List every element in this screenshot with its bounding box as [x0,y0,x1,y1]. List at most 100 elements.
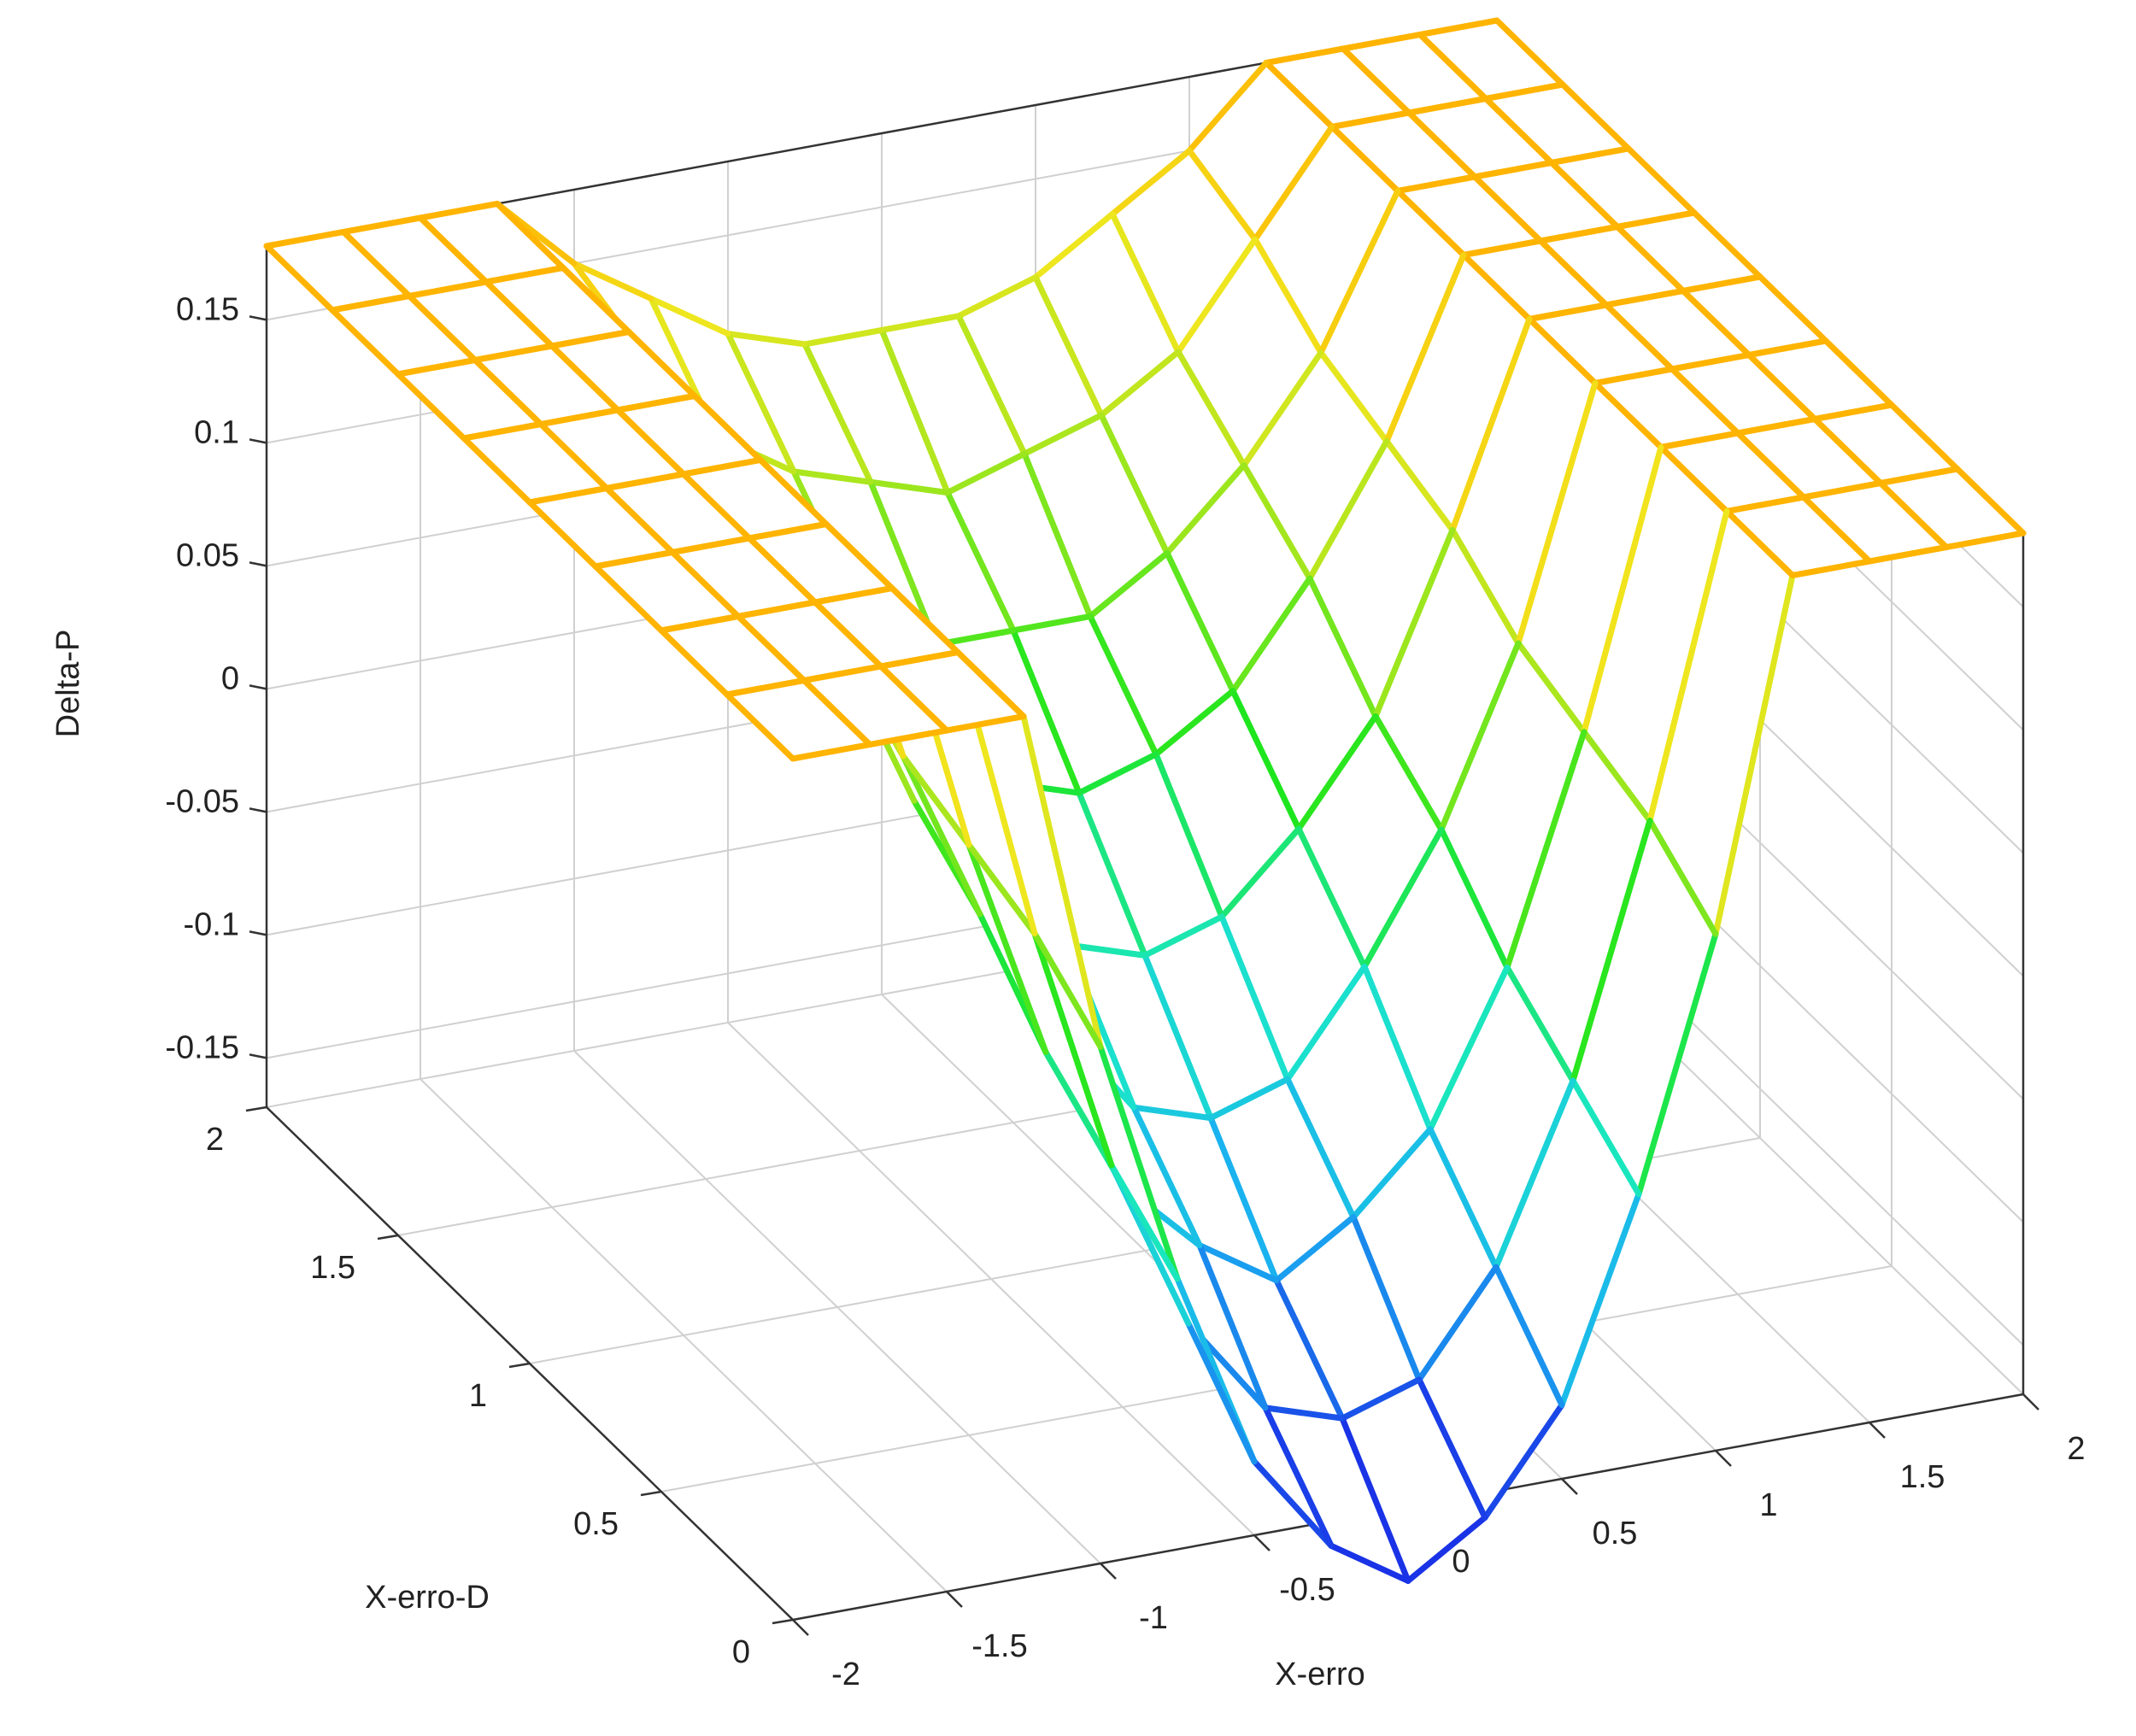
surface-face [1430,967,1573,1268]
mesh-edge [1241,349,1324,468]
mesh-edge [1405,1514,1488,1584]
y-tick-label: 2 [206,1122,224,1158]
mesh-edge [1031,930,1104,1050]
mesh-edge [658,627,731,698]
mesh-edge [1646,508,1730,824]
mesh-edge [1537,238,1610,308]
x-tick-label: 1.5 [1900,1459,1945,1495]
mesh-edge [1042,1049,1115,1169]
mesh-edge [1306,438,1390,582]
mesh-edge [1405,109,1478,180]
tick-mark [508,1362,531,1369]
mesh-edge [1262,1405,1335,1549]
mesh-edge [1734,430,1807,501]
mesh-edge [417,201,501,221]
mesh-edge [680,457,764,478]
surface-face [1265,1407,1408,1581]
mesh-edge [603,485,676,555]
mesh-edge [625,329,698,399]
tick-mark [249,315,267,321]
mesh-edge [1482,1402,1565,1521]
mesh-edge [1207,1076,1291,1122]
tick-mark [772,1618,794,1625]
mesh-edge [965,842,1038,937]
mesh-edge [1416,1376,1488,1521]
y-tick-label: 1.5 [310,1250,355,1286]
mesh-edge [1460,238,1544,258]
mesh-edge [1537,224,1621,244]
surface-face [1079,754,1222,956]
mesh-edge [1482,81,1566,102]
surface-face [332,296,475,374]
y-axis-label: X-erro-D [365,1580,490,1616]
mesh-edge [900,753,972,848]
mesh-edge [1383,438,1456,533]
mesh-edge [1943,530,2027,550]
mesh-edge [1329,109,1412,130]
mesh-edge [1493,17,1566,88]
surface-face [1441,643,1584,968]
mesh-edge [1625,145,1698,216]
surface-face [1452,319,1595,643]
mesh-edge [1471,160,1555,180]
mesh-edge [1734,416,1818,437]
mesh-edge [1076,751,1159,796]
mesh-edge [724,691,796,762]
mesh-edge [1218,913,1291,1082]
axis-labels: X-erro X-erro-D Delta-P [50,630,1365,1692]
mesh-edge [1515,380,1599,647]
mesh-edge [461,435,533,506]
mesh-edge [1328,1542,1411,1584]
mesh-edge [801,326,885,348]
mesh-edge [1592,366,1675,386]
surface-face [1529,305,1672,384]
mesh-edge [789,742,873,762]
mesh-edge [1789,558,1873,578]
mesh-edge [1141,952,1214,1122]
surface-face [420,203,563,282]
mesh-edge [746,535,819,606]
surface-face [1881,469,2023,548]
mesh-edge [1196,1242,1269,1411]
z-tick-label: -0.15 [165,1029,239,1065]
tick-mark [245,1106,267,1112]
mesh-edge [1361,826,1445,971]
mesh-edge [1558,1191,1642,1409]
surface-face [948,454,1090,630]
surface-face [661,616,804,695]
surface-face [343,218,486,296]
mesh-edge [526,485,610,506]
mesh-edge [395,371,467,442]
surface-face [1321,191,1464,442]
z-tick-label: 0.05 [176,537,239,573]
surface-face [1112,150,1255,352]
mesh-edge [340,229,413,299]
mesh-edge [1340,45,1412,116]
surface-face [1013,616,1156,794]
surface-face [728,333,871,483]
mesh-edge [1329,124,1401,194]
mesh-edge [1339,1415,1411,1584]
mesh-edge [1394,173,1478,194]
mesh-edge [483,265,566,285]
mesh-edge [1954,466,2027,537]
tick-mark [1561,1478,1578,1495]
mesh-edge [1218,825,1302,920]
surface-face [749,524,892,602]
mesh-edge [1592,380,1664,450]
mesh-edge [1010,613,1094,634]
mesh-edge [526,499,599,570]
mesh-edge [1888,402,1961,472]
surface-face [1518,383,1661,732]
mesh-edge [658,613,742,634]
mesh-edge [878,313,962,333]
mesh-edge [1866,544,1950,565]
surface-face [1387,255,1529,531]
mesh-edge [603,471,687,491]
mesh-edge [1098,349,1182,419]
x-tick-label: -1 [1139,1600,1168,1636]
surface-face [1552,149,1694,227]
mesh-edge [1021,412,1105,457]
surface-face [541,410,684,489]
mesh-edge [537,421,610,491]
